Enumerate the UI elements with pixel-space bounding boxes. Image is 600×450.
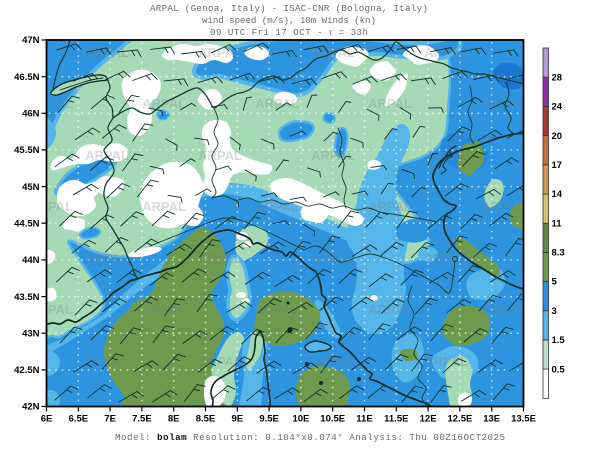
svg-text:8E: 8E [168,414,180,425]
svg-text:45.5N: 45.5N [14,145,39,156]
svg-text:ARPAL: ARPAL [198,45,242,60]
svg-text:28: 28 [552,72,563,83]
svg-text:ARPAL: ARPAL [311,251,355,266]
svg-text:6.5E: 6.5E [69,414,89,425]
svg-text:20: 20 [552,131,563,142]
svg-text:3: 3 [552,306,557,317]
svg-text:wind speed (m/s), 10m Winds (k: wind speed (m/s), 10m Winds (kn) [202,15,376,26]
svg-text:ARPAL: ARPAL [255,199,299,214]
svg-text:8.5E: 8.5E [196,414,216,425]
svg-text:12.5E: 12.5E [447,414,472,425]
svg-text:10E: 10E [292,414,309,425]
svg-text:12E: 12E [420,414,437,425]
svg-text:ARPAL: ARPAL [198,354,242,369]
svg-text:7E: 7E [104,414,116,425]
svg-text:ARPAL: ARPAL [142,199,186,214]
svg-text:ARPAL: ARPAL [424,251,468,266]
svg-text:11E: 11E [356,414,372,425]
svg-text:46.5N: 46.5N [14,72,39,83]
svg-text:17: 17 [552,160,563,171]
svg-text:0.5: 0.5 [552,364,566,375]
svg-text:43N: 43N [22,328,40,339]
svg-text:ARPAL: ARPAL [368,96,412,111]
svg-text:ARPAL: ARPAL [424,45,468,60]
svg-text:ARPAL: ARPAL [255,96,299,111]
svg-text:ARPAL: ARPAL [311,148,355,163]
svg-text:42N: 42N [22,402,40,413]
svg-text:ARPAL: ARPAL [198,148,242,163]
svg-text:11: 11 [552,218,563,229]
svg-text:ARPAL: ARPAL [29,199,73,214]
svg-text:Model: bolam Resolution: 0.: Model: bolam Resolution: 0.104°x0.074° A… [115,432,505,443]
svg-text:ARPAL: ARPAL [85,251,129,266]
svg-text:13E: 13E [483,414,500,425]
svg-text:ARPAL: ARPAL [368,302,412,317]
svg-text:8.3: 8.3 [552,248,565,259]
svg-text:ARPAL: ARPAL [481,302,525,317]
svg-text:10.5E: 10.5E [320,414,345,425]
svg-text:7.5E: 7.5E [132,414,152,425]
svg-text:1.5: 1.5 [552,335,566,346]
svg-text:ARPAL (Genoa, Italy) - ISAC-: ARPAL (Genoa, Italy) - ISAC-CNR (Bologna… [150,3,428,14]
svg-text:47N: 47N [22,35,40,46]
svg-text:9.5E: 9.5E [259,414,279,425]
svg-text:24: 24 [552,102,563,113]
svg-text:ARPAL: ARPAL [29,96,73,111]
svg-text:ARPAL: ARPAL [198,251,242,266]
svg-text:ARPAL: ARPAL [85,45,129,60]
svg-text:ARPAL: ARPAL [29,302,73,317]
svg-text:6E: 6E [41,414,53,425]
svg-text:43.5N: 43.5N [14,292,39,303]
svg-text:5: 5 [552,277,558,288]
svg-text:45N: 45N [22,182,40,193]
svg-text:44.5N: 44.5N [14,218,39,229]
svg-text:ARPAL: ARPAL [142,302,186,317]
svg-text:44N: 44N [22,255,40,266]
svg-text:42.5N: 42.5N [14,365,39,376]
svg-text:14: 14 [552,189,563,200]
svg-text:9E: 9E [231,414,243,425]
svg-text:09 UTC Fri 17 OCT - τ = 33h: 09 UTC Fri 17 OCT - τ = 33h [210,27,368,38]
svg-text:ARPAL: ARPAL [481,199,525,214]
svg-text:46N: 46N [22,109,40,120]
svg-text:ARPAL: ARPAL [424,354,468,369]
svg-text:ARPAL: ARPAL [368,199,412,214]
svg-text:ARPAL: ARPAL [85,354,129,369]
svg-text:11.5E: 11.5E [384,414,408,425]
svg-text:13.5E: 13.5E [511,414,536,425]
